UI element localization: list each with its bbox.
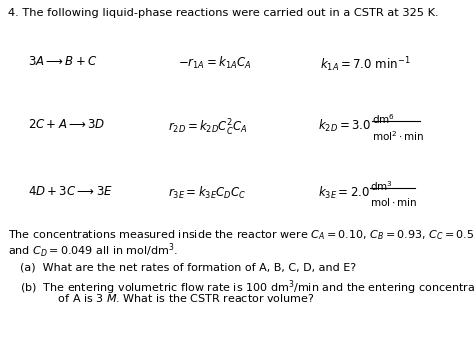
Text: $k_{2D} = 3.0$: $k_{2D} = 3.0$ xyxy=(318,118,371,134)
Text: $k_{1A} = 7.0\ \mathrm{min}^{-1}$: $k_{1A} = 7.0\ \mathrm{min}^{-1}$ xyxy=(320,55,410,74)
Text: $\mathrm{mol}^2 \cdot \mathrm{min}$: $\mathrm{mol}^2 \cdot \mathrm{min}$ xyxy=(372,129,424,143)
Text: (b)  The entering volumetric flow rate is 100 dm$^3$/min and the entering concen: (b) The entering volumetric flow rate is… xyxy=(20,278,474,297)
Text: (a)  What are the net rates of formation of A, B, C, D, and E?: (a) What are the net rates of formation … xyxy=(20,262,356,272)
Text: $2C + A \longrightarrow 3D$: $2C + A \longrightarrow 3D$ xyxy=(28,118,105,131)
Text: $4D + 3C \longrightarrow 3E$: $4D + 3C \longrightarrow 3E$ xyxy=(28,185,113,198)
Text: and $C_D = 0.049$ all in mol/dm$^3$.: and $C_D = 0.049$ all in mol/dm$^3$. xyxy=(8,242,178,260)
Text: $\mathrm{dm}^6$: $\mathrm{dm}^6$ xyxy=(372,112,395,126)
Text: $3A \longrightarrow B + C$: $3A \longrightarrow B + C$ xyxy=(28,55,98,68)
Text: $\mathrm{mol} \cdot \mathrm{min}$: $\mathrm{mol} \cdot \mathrm{min}$ xyxy=(370,196,418,208)
Text: of A is 3 $M$. What is the CSTR reactor volume?: of A is 3 $M$. What is the CSTR reactor … xyxy=(33,292,315,304)
Text: $r_{3E} = k_{3E}C_D C_C$: $r_{3E} = k_{3E}C_D C_C$ xyxy=(168,185,246,201)
Text: The concentrations measured inside the reactor were $C_A = 0.10$, $C_B = 0.93$, : The concentrations measured inside the r… xyxy=(8,228,474,242)
Text: $k_{3E} = 2.0$: $k_{3E} = 2.0$ xyxy=(318,185,370,201)
Text: $-r_{1A} = k_{1A}C_A$: $-r_{1A} = k_{1A}C_A$ xyxy=(178,55,252,71)
Text: 4. The following liquid-phase reactions were carried out in a CSTR at 325 K.: 4. The following liquid-phase reactions … xyxy=(8,8,438,18)
Text: $r_{2D} = k_{2D}C_C^2 C_A$: $r_{2D} = k_{2D}C_C^2 C_A$ xyxy=(168,118,248,138)
Text: $\mathrm{dm}^3$: $\mathrm{dm}^3$ xyxy=(370,179,393,193)
